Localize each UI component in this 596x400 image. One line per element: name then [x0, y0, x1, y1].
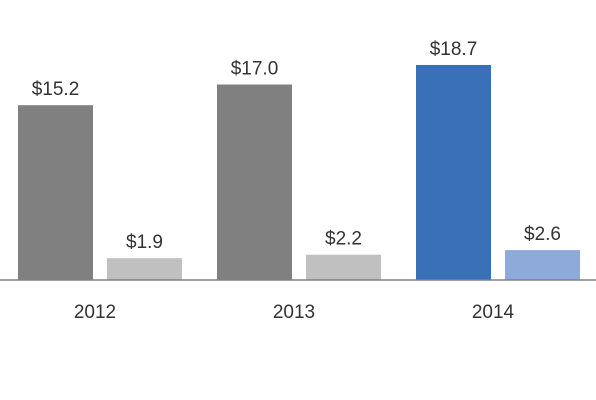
bar-2012-series-1	[18, 105, 93, 280]
value-label-2013-series-2: $2.2	[325, 229, 362, 250]
x-tick-labels-layer: 2012 2013 2014	[74, 302, 515, 323]
value-label-2014-series-2: $2.6	[524, 224, 561, 245]
x-tick-label-2014: 2014	[472, 302, 515, 323]
bar-2013-series-2	[306, 254, 381, 280]
x-tick-label-2012: 2012	[74, 302, 116, 323]
bar-2014-series-1	[416, 64, 491, 280]
x-tick-label-2013: 2013	[273, 302, 315, 323]
value-label-2012-series-2: $1.9	[126, 232, 163, 253]
bar-2013-series-1	[217, 84, 292, 280]
value-label-2012-series-1: $15.2	[32, 79, 80, 100]
value-label-2013-series-1: $17.0	[231, 59, 279, 80]
bar-2012-series-2	[107, 258, 182, 280]
value-labels-layer: $15.2 $1.9 $17.0 $2.2 $18.7 $2.6	[32, 39, 561, 253]
bar-2014-series-2	[505, 250, 580, 280]
value-label-2014-series-1: $18.7	[430, 39, 478, 60]
bars-layer	[18, 64, 580, 280]
